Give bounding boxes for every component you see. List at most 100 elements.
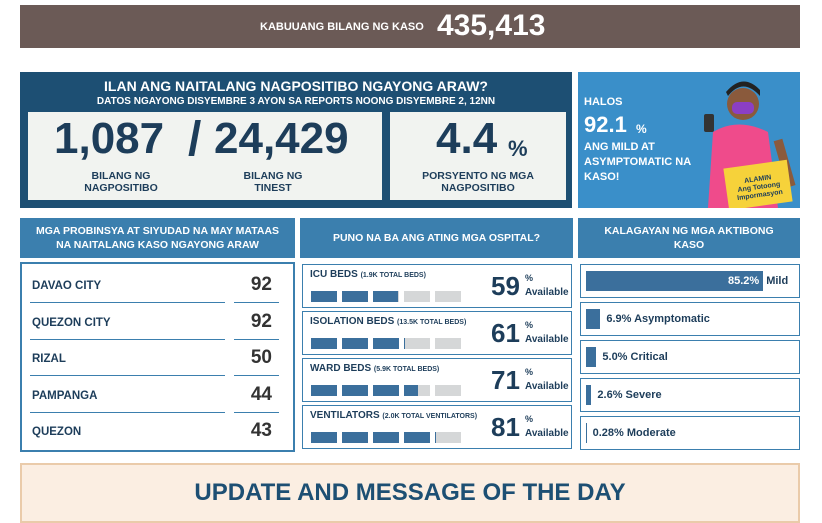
hospital-head: ICU BEDS (1.9K TOTAL BEDS)	[310, 269, 426, 280]
hospital-status: Available	[525, 381, 569, 392]
rate-label: PORSYENTO NG MGA NAGPOSITIBO	[422, 170, 534, 194]
capacity-fill	[404, 385, 419, 396]
capacity-fill	[311, 385, 337, 396]
mask	[732, 102, 754, 114]
hospital-status: Available	[525, 287, 569, 298]
province-name: QUEZON CITY	[32, 316, 111, 329]
rate-box: 4.4 % PORSYENTO NG MGA NAGPOSITIBO	[390, 112, 566, 200]
capacity-block	[404, 338, 430, 349]
hospital-status: Available	[525, 428, 569, 439]
row-divider	[234, 375, 279, 376]
hospital-item: ISOLATION BEDS (13.5K TOTAL BEDS) 61% Avai…	[302, 311, 572, 355]
tested-label: BILANG NG TINEST	[243, 170, 303, 194]
capacity-fill	[342, 432, 368, 443]
capacity-fill	[311, 291, 337, 302]
hospital-name: WARD BEDS	[310, 363, 372, 374]
province-count: 50	[250, 347, 272, 368]
hospital-percent: 71	[491, 365, 520, 395]
hospital-note: (13.5K TOTAL BEDS)	[397, 319, 467, 326]
capacity-block	[373, 385, 399, 396]
capacity-block	[373, 338, 399, 349]
hospital-unit: %	[525, 320, 534, 330]
province-name: PAMPANGA	[32, 389, 98, 402]
capacity-block	[404, 385, 430, 396]
banner-unit: %	[636, 122, 647, 136]
row-divider	[234, 302, 279, 303]
hospital-unit: %	[525, 273, 534, 283]
banner: HALOS 92.1 % ANG MILD AT ASYMPTOMATIC NA…	[578, 72, 800, 208]
banner-value: 92.1	[584, 112, 627, 137]
rate-value: 4.4	[436, 114, 498, 163]
separator: /	[188, 113, 202, 166]
footer: UPDATE AND MESSAGE OF THE DAY	[20, 463, 800, 523]
status-name: Critical	[630, 351, 668, 363]
total-label: KABUUANG BILANG NG KASO	[260, 21, 424, 33]
province-count: 92	[250, 274, 272, 295]
capacity-fill	[373, 291, 398, 302]
capacity-block	[404, 432, 430, 443]
hospital-unit: %	[525, 414, 534, 424]
row-divider	[234, 338, 279, 340]
status-text: 6.9% Asymptomatic	[606, 313, 710, 325]
status-value: 6.9%	[606, 313, 632, 325]
province-name: QUEZON	[32, 426, 82, 438]
hospital-name: ISOLATION BEDS	[310, 316, 395, 327]
status-item: 5.0% Critical	[580, 340, 800, 374]
status-bar	[586, 271, 764, 291]
capacity-fill	[342, 291, 368, 302]
status-name: Mild	[766, 275, 789, 287]
capacity-fill	[311, 338, 337, 349]
status-title: KALAGAYAN NG MGA AKTIBONG KASO	[578, 218, 800, 258]
capacity-block	[435, 385, 461, 396]
status-text: 2.6% Severe	[597, 389, 661, 401]
provinces-title: MGA PROBINSYA AT SIYUDAD NA MAY MATAAS N…	[20, 218, 295, 258]
capacity-fill	[404, 432, 430, 443]
phone	[704, 114, 714, 132]
hospital-percent: 59	[491, 271, 520, 301]
hospital-note: (2.0K TOTAL VENTILATORS)	[382, 413, 478, 420]
capacity-block	[342, 385, 368, 396]
capacity-block	[373, 432, 399, 443]
capacity-block	[311, 291, 337, 302]
capacity-block	[342, 338, 368, 349]
capacity-block	[404, 291, 430, 302]
province-count: 44	[250, 383, 272, 405]
status-value: 85.2%	[728, 275, 760, 287]
banner-lead: HALOS	[584, 96, 623, 108]
page: KABUUANG BILANG NG KASO 435,413 ILAN ANG…	[20, 5, 800, 523]
total-value: 435,413	[437, 9, 546, 42]
provinces-box: DAVAO CITY 92 QUEZON CITY 92 RIZAL 50 PAMPANGA…	[20, 262, 295, 452]
row-divider	[30, 375, 225, 376]
hospital-item: ICU BEDS (1.9K TOTAL BEDS) 59% Available	[302, 264, 572, 308]
row-divider	[30, 338, 225, 340]
hospital-status: Available	[525, 334, 569, 345]
footer-title: UPDATE AND MESSAGE OF THE DAY	[194, 479, 626, 506]
capacity-fill	[311, 432, 337, 443]
status-item: 6.9% Asymptomatic	[580, 302, 800, 336]
capacity-fill	[435, 432, 437, 443]
capacity-fill	[404, 338, 406, 349]
capacity-block	[435, 291, 461, 302]
capacity-block	[342, 291, 368, 302]
rate-unit: %	[508, 136, 528, 161]
today-title: ILAN ANG NAITALANG NAGPOSITIBO NGAYONG A…	[104, 78, 488, 94]
province-count: 43	[250, 420, 272, 441]
capacity-fill	[373, 432, 399, 443]
capacity-block	[311, 432, 337, 443]
tested-value: 24,429	[214, 114, 349, 163]
banner-art	[704, 81, 796, 208]
status-item: 85.2% Mild	[580, 264, 800, 298]
province-name: RIZAL	[32, 353, 66, 365]
capacity-block	[311, 338, 337, 349]
status-box: 85.2% Mild 6.9% Asymptomatic 5.0% Critical 2…	[578, 262, 800, 452]
positive-label: BILANG NG NAGPOSITIBO	[84, 170, 158, 194]
person-hair	[726, 81, 760, 96]
hospital-head: ISOLATION BEDS (13.5K TOTAL BEDS)	[310, 316, 466, 327]
capacity-block	[342, 432, 368, 443]
row-divider	[30, 302, 225, 303]
capacity-block	[311, 385, 337, 396]
logo-bg	[723, 159, 793, 208]
total-bar: KABUUANG BILANG NG KASO 435,413	[20, 5, 800, 48]
today-panel: ILAN ANG NAITALANG NAGPOSITIBO NGAYONG A…	[20, 72, 572, 208]
capacity-block	[435, 432, 461, 443]
